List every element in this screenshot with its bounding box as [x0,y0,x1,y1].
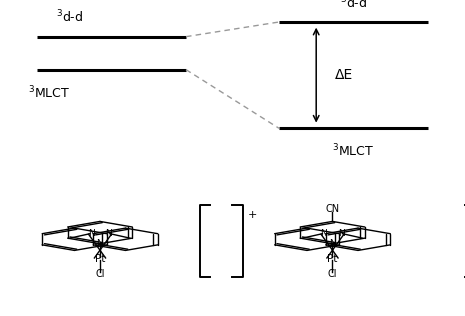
Text: ΔE: ΔE [335,68,353,82]
Text: Cl: Cl [328,269,337,279]
Text: Cl: Cl [95,269,105,279]
Text: Pt: Pt [95,254,105,264]
Text: N: N [97,239,103,248]
Text: N: N [105,229,112,238]
Text: N: N [338,229,345,238]
Text: N: N [88,229,95,238]
Text: CN: CN [326,204,339,214]
Text: +: + [248,210,258,220]
Text: N: N [320,229,327,238]
Text: $^3$d-d: $^3$d-d [56,9,83,26]
Text: Pt: Pt [327,254,338,264]
Text: $^3$MLCT: $^3$MLCT [332,143,374,160]
Text: N: N [329,239,336,248]
Text: $^3$MLCT: $^3$MLCT [28,84,70,101]
Text: $^3$d-d: $^3$d-d [340,0,367,11]
